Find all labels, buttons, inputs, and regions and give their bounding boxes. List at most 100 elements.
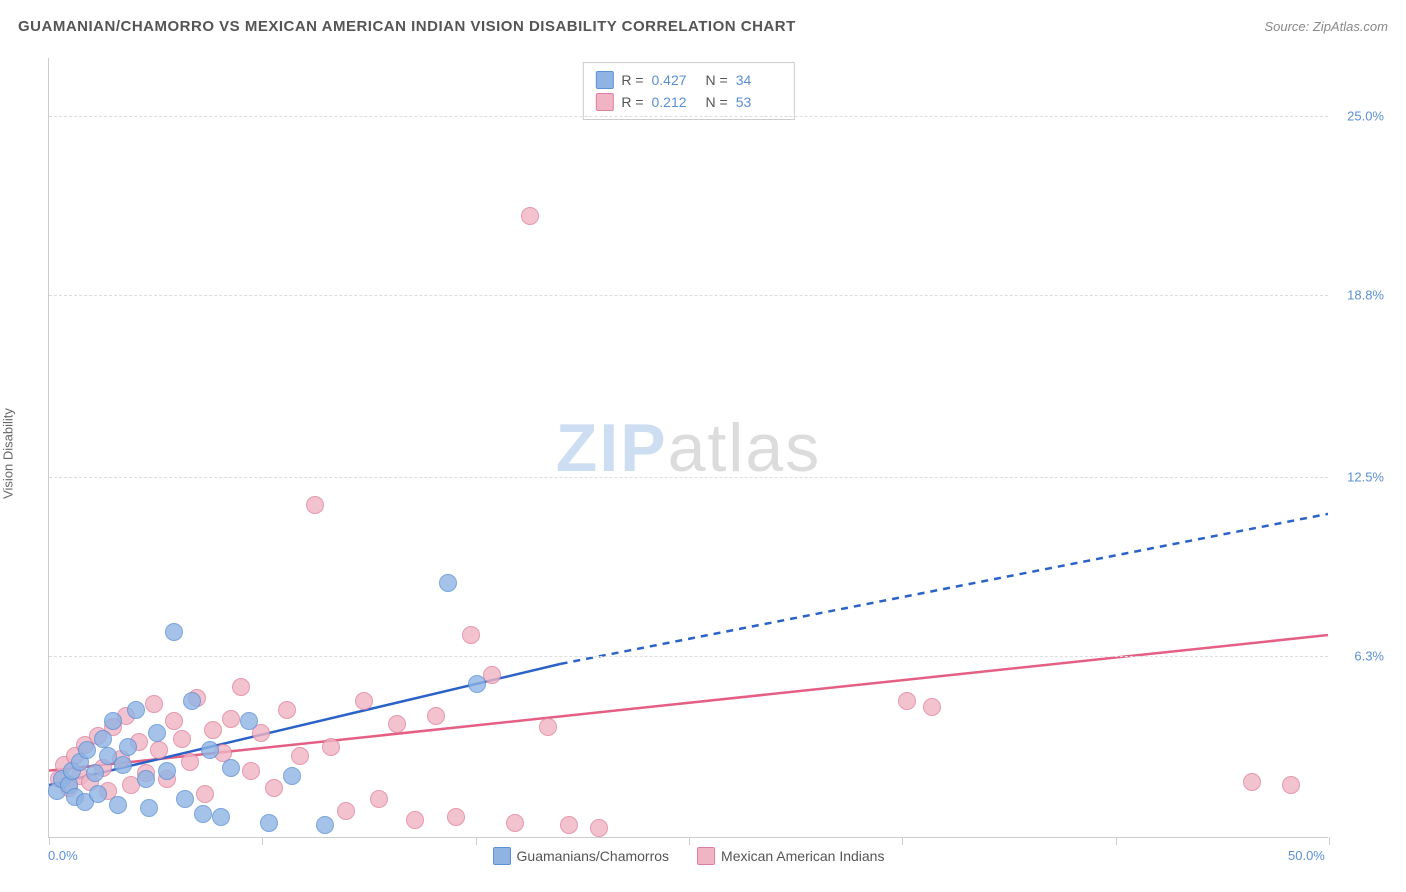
source-name: ZipAtlas.com [1313, 19, 1388, 34]
data-point-a [140, 799, 158, 817]
data-point-b [590, 819, 608, 837]
y-tick-label: 6.3% [1354, 649, 1384, 664]
legend-swatch-a [493, 847, 511, 865]
x-tick [1116, 837, 1117, 845]
data-point-a [468, 675, 486, 693]
source-attribution: Source: ZipAtlas.com [1264, 19, 1388, 34]
r-value-a: 0.427 [652, 69, 698, 91]
data-point-b [181, 753, 199, 771]
data-point-a [240, 712, 258, 730]
gridline [49, 116, 1328, 117]
data-point-b [355, 692, 373, 710]
r-label-a: R = [621, 69, 643, 91]
y-tick-label: 12.5% [1347, 469, 1384, 484]
data-point-a [260, 814, 278, 832]
y-tick-label: 18.8% [1347, 287, 1384, 302]
watermark: ZIPatlas [556, 409, 821, 487]
data-point-b [322, 738, 340, 756]
data-point-b [265, 779, 283, 797]
x-tick [902, 837, 903, 845]
data-point-b [462, 626, 480, 644]
data-point-b [370, 790, 388, 808]
scatter-plot: ZIPatlas R = 0.427 N = 34 R = 0.212 N = … [48, 58, 1328, 838]
stats-row-b: R = 0.212 N = 53 [595, 91, 781, 113]
data-point-b [483, 666, 501, 684]
data-point-b [447, 808, 465, 826]
data-point-a [194, 805, 212, 823]
gridline [49, 656, 1328, 657]
legend-item-b: Mexican American Indians [697, 847, 884, 865]
data-point-a [119, 738, 137, 756]
data-point-b [427, 707, 445, 725]
data-point-a [148, 724, 166, 742]
data-point-b [923, 698, 941, 716]
data-point-b [1243, 773, 1261, 791]
swatch-a [595, 71, 613, 89]
data-point-a [201, 741, 219, 759]
y-axis-label: Vision Disability [1, 408, 16, 499]
trend-line [561, 514, 1328, 664]
data-point-b [291, 747, 309, 765]
x-tick [1329, 837, 1330, 845]
watermark-atlas: atlas [668, 410, 822, 486]
data-point-b [222, 710, 240, 728]
data-point-b [539, 718, 557, 736]
x-tick [262, 837, 263, 845]
data-point-a [94, 730, 112, 748]
data-point-a [176, 790, 194, 808]
legend-swatch-b [697, 847, 715, 865]
data-point-b [242, 762, 260, 780]
data-point-a [114, 756, 132, 774]
n-value-a: 34 [736, 69, 782, 91]
data-point-a [86, 764, 104, 782]
data-point-a [183, 692, 201, 710]
y-tick-label: 25.0% [1347, 108, 1384, 123]
data-point-a [109, 796, 127, 814]
data-point-b [898, 692, 916, 710]
stats-row-a: R = 0.427 N = 34 [595, 69, 781, 91]
n-label-b: N = [706, 91, 728, 113]
data-point-b [521, 207, 539, 225]
data-point-a [78, 741, 96, 759]
x-axis-min-label: 0.0% [48, 848, 78, 863]
data-point-b [278, 701, 296, 719]
data-point-a [127, 701, 145, 719]
data-point-a [222, 759, 240, 777]
r-label-b: R = [621, 91, 643, 113]
data-point-b [337, 802, 355, 820]
data-point-b [406, 811, 424, 829]
legend-label-b: Mexican American Indians [721, 848, 884, 864]
data-point-a [316, 816, 334, 834]
watermark-zip: ZIP [556, 410, 668, 486]
x-tick [476, 837, 477, 845]
data-point-b [1282, 776, 1300, 794]
x-tick [689, 837, 690, 845]
data-point-b [560, 816, 578, 834]
data-point-b [165, 712, 183, 730]
n-value-b: 53 [736, 91, 782, 113]
n-label-a: N = [706, 69, 728, 91]
data-point-a [283, 767, 301, 785]
data-point-b [196, 785, 214, 803]
data-point-b [145, 695, 163, 713]
data-point-a [104, 712, 122, 730]
chart-title: GUAMANIAN/CHAMORRO VS MEXICAN AMERICAN I… [18, 18, 796, 35]
data-point-b [232, 678, 250, 696]
r-value-b: 0.212 [652, 91, 698, 113]
data-point-a [439, 574, 457, 592]
swatch-b [595, 93, 613, 111]
data-point-b [388, 715, 406, 733]
gridline [49, 295, 1328, 296]
gridline [49, 477, 1328, 478]
data-point-a [89, 785, 107, 803]
stats-legend: R = 0.427 N = 34 R = 0.212 N = 53 [582, 62, 794, 120]
series-legend: Guamanians/Chamorros Mexican American In… [493, 847, 885, 865]
data-point-a [137, 770, 155, 788]
legend-item-a: Guamanians/Chamorros [493, 847, 670, 865]
x-axis-max-label: 50.0% [1288, 848, 1325, 863]
data-point-b [204, 721, 222, 739]
data-point-a [212, 808, 230, 826]
data-point-b [150, 741, 168, 759]
source-label: Source: [1264, 19, 1312, 34]
data-point-a [158, 762, 176, 780]
